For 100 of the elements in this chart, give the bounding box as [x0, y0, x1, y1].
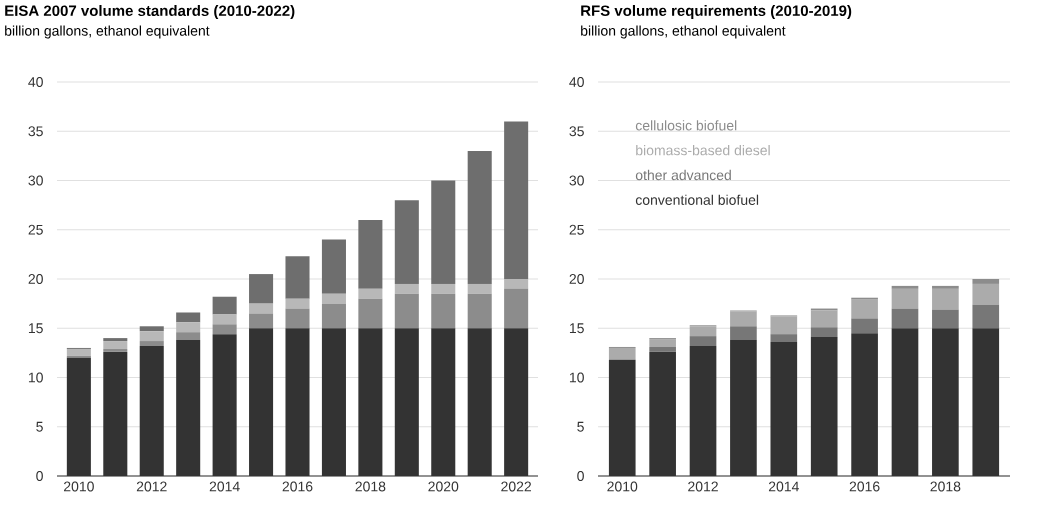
x-tick-label: 2022	[501, 481, 532, 492]
bar	[176, 312, 201, 323]
y-tick-label: 0	[36, 471, 43, 481]
y-tick-label: 20	[28, 274, 43, 284]
bar	[103, 341, 128, 349]
y-tick-label: 35	[28, 126, 43, 137]
bar	[810, 310, 838, 328]
text: biomass-based diesel	[636, 145, 770, 156]
x-tick-label: 2020	[428, 481, 459, 492]
bar	[66, 357, 91, 476]
bar	[932, 285, 959, 289]
bar	[932, 328, 959, 476]
bar	[103, 351, 128, 476]
bar	[321, 303, 346, 329]
bar	[212, 296, 237, 315]
bar	[285, 328, 310, 476]
bar	[249, 313, 274, 329]
bar	[321, 239, 346, 294]
bar	[321, 328, 346, 476]
bar	[358, 328, 383, 476]
bar	[504, 279, 529, 289]
y-tick-label: 25	[28, 224, 43, 235]
y-tick-label: 40	[28, 77, 43, 87]
bar	[932, 288, 959, 310]
bar	[212, 334, 237, 476]
bar	[649, 351, 676, 476]
bar	[810, 327, 838, 338]
x-tick-label: 2018	[355, 481, 386, 492]
bar	[972, 279, 1000, 284]
x-tick-label: 2012	[136, 481, 167, 492]
y-tick-label: 10	[28, 372, 43, 383]
bar	[66, 348, 91, 356]
bar	[972, 283, 1000, 305]
y-tick-label: 35	[569, 126, 584, 137]
x-tick-label: 2012	[688, 481, 718, 492]
y-tick-label: 0	[577, 471, 584, 481]
bar	[891, 288, 919, 309]
y-tick-label: 30	[569, 175, 584, 186]
y-tick-label: 10	[569, 372, 584, 383]
x-tick-label: 2018	[930, 481, 961, 492]
bar	[321, 293, 346, 304]
bar	[770, 342, 798, 476]
y-tick-label: 20	[569, 274, 584, 284]
bar	[358, 298, 383, 329]
bar	[285, 308, 310, 329]
bar	[467, 150, 492, 284]
text: other advanced	[635, 169, 731, 181]
bar	[891, 285, 919, 289]
chart-title: EISA 2007 volume standards (2010-2022)	[5, 5, 295, 19]
bar	[649, 346, 676, 352]
x-tick-label: 2014	[768, 481, 799, 492]
bar	[176, 340, 201, 476]
bar	[608, 359, 636, 476]
y-tick-label: 15	[28, 323, 43, 334]
x-tick-label: 2016	[849, 481, 880, 492]
bar	[394, 200, 419, 284]
bar	[608, 347, 636, 360]
chart-subtitle: billion gallons, ethanol equivalent	[581, 25, 786, 39]
text: conventional biofuel	[635, 194, 759, 205]
x-tick-label: 2016	[282, 481, 313, 492]
bar	[139, 341, 164, 346]
bar	[249, 274, 274, 304]
x-tick-label: 2010	[607, 481, 638, 492]
bar	[394, 293, 419, 329]
bar	[851, 333, 878, 476]
bar	[932, 309, 959, 329]
y-tick-label: 25	[569, 224, 584, 235]
bar	[212, 324, 237, 335]
bar	[249, 328, 274, 476]
bar	[972, 304, 1000, 329]
bar	[730, 340, 757, 476]
bar	[139, 345, 164, 476]
bar	[467, 283, 492, 294]
bar	[394, 283, 419, 294]
bar	[649, 339, 676, 347]
bar	[285, 298, 310, 309]
bar	[891, 328, 919, 476]
bar	[689, 326, 717, 337]
bar	[176, 332, 201, 341]
bar	[285, 256, 310, 299]
bar	[504, 288, 529, 329]
bar	[394, 328, 419, 476]
bar	[504, 328, 529, 476]
bar	[504, 121, 529, 279]
bar	[770, 334, 798, 343]
bar	[431, 180, 456, 284]
bar	[139, 326, 164, 332]
bar	[431, 293, 456, 329]
bar	[431, 328, 456, 476]
bar	[358, 288, 383, 299]
chart-title: RFS volume requirements (2010-2019)	[581, 5, 852, 19]
bar	[212, 314, 237, 325]
bar	[770, 316, 798, 335]
y-tick-label: 15	[569, 323, 584, 334]
x-tick-label: 2014	[209, 481, 240, 492]
bar	[851, 299, 878, 319]
bar	[176, 322, 201, 333]
bar	[730, 311, 757, 327]
y-tick-label: 40	[569, 77, 584, 87]
bar	[467, 328, 492, 476]
